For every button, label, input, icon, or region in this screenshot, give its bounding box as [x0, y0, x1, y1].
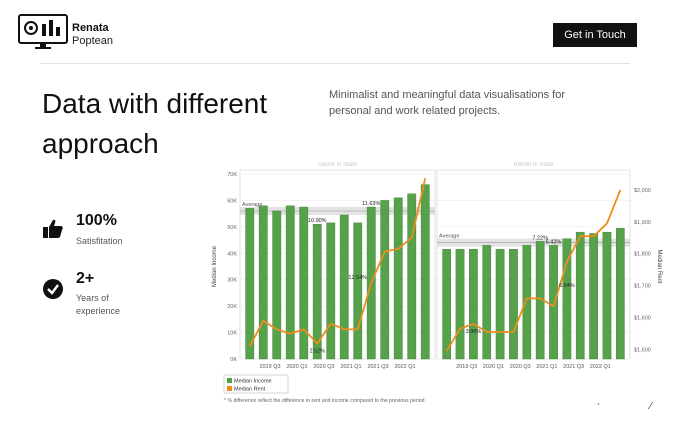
income-bar	[326, 222, 336, 360]
percent-change-label: 3.96%	[466, 329, 482, 335]
rent-line	[248, 178, 427, 347]
percent-change-label: 10.90%	[308, 218, 327, 224]
hero-title: Data with different approach	[42, 88, 268, 159]
income-bar	[258, 205, 268, 360]
chart-title-0: Sector in State	[318, 162, 358, 168]
legend-swatch-income	[227, 378, 232, 383]
legend-label-income: Median Income	[234, 379, 272, 385]
x-tick-label: 2022 Q1	[590, 364, 611, 370]
income-bar	[602, 231, 612, 360]
legend-swatch-rent	[227, 386, 232, 391]
percent-change-label: 6.42%	[546, 239, 562, 245]
income-bar	[272, 210, 282, 360]
x-tick-label: 2020 Q1	[483, 364, 504, 370]
stat-experience-value: 2+	[76, 270, 95, 287]
income-bar	[353, 222, 363, 360]
x-tick-label: 2019 Q3	[456, 364, 477, 370]
stat-experience-label: Years of experience	[76, 293, 121, 316]
x-tick-label: 2019 Q3	[259, 364, 280, 370]
percent-change-label: 7.22%	[532, 235, 548, 241]
chart-footnote: * % difference reflect the difference in…	[224, 398, 425, 404]
x-tick-label: 2021 Q3	[563, 364, 584, 370]
percent-change-label: 2.52%	[309, 348, 325, 354]
legend-box	[223, 374, 289, 394]
income-bar	[299, 206, 309, 360]
income-bar	[482, 245, 492, 360]
legend-label-rent: Median Rent	[234, 387, 266, 393]
expand-icon: ⁄	[650, 401, 652, 412]
y-tick-label: 70K	[227, 172, 237, 178]
x-tick-label: 2020 Q3	[313, 364, 334, 370]
rent-line	[445, 189, 622, 352]
hero-description: Minimalist and meaningful data visualisa…	[329, 89, 566, 117]
income-bar	[549, 245, 558, 360]
y-right-tick-label: $1,800	[634, 252, 651, 258]
brand-name: Renata	[72, 22, 109, 34]
average-label: Average	[439, 234, 459, 240]
y-right-tick-label: $1,500	[634, 347, 651, 353]
y-axis-label-right: Median Rent	[656, 249, 662, 283]
x-tick-label: 2021 Q1	[536, 364, 557, 370]
x-tick-label: 2022 Q1	[394, 364, 415, 370]
percent-change-label: 12.54%	[348, 275, 367, 281]
income-bar	[522, 245, 532, 360]
y-tick-label: 30K	[227, 278, 237, 284]
income-bar	[407, 193, 417, 360]
x-tick-label: 2020 Q3	[510, 364, 531, 370]
brand-subtitle: Poptean	[72, 35, 113, 47]
income-bar	[339, 214, 349, 360]
percent-change-label: 6.94%	[559, 283, 575, 289]
check-circle-icon	[43, 279, 63, 299]
chart-frame-0	[239, 169, 436, 360]
income-bar	[562, 238, 572, 360]
y-right-tick-label: $1,700	[634, 284, 651, 290]
income-bar	[589, 233, 598, 360]
stat-satisfaction-value: 100%	[76, 212, 117, 229]
y-tick-label: 10K	[227, 331, 237, 337]
y-tick-label: 40K	[227, 251, 237, 257]
income-bar	[285, 205, 295, 360]
chart-title-1: Renter in State	[513, 162, 554, 168]
income-bar	[495, 249, 505, 360]
get-in-touch-button[interactable]: Get in Touch	[553, 23, 637, 47]
x-tick-label: 2021 Q1	[340, 364, 361, 370]
x-tick-label: 2020 Q1	[286, 364, 307, 370]
percent-change-label: 11.63%	[362, 201, 380, 207]
thumbs-up-icon	[43, 219, 63, 238]
income-bar	[380, 200, 390, 360]
income-bar	[509, 249, 518, 360]
income-bar	[469, 249, 478, 360]
income-bar	[393, 197, 403, 360]
income-bar	[455, 249, 465, 360]
x-tick-label: 2021 Q3	[367, 364, 388, 370]
y-right-tick-label: $2,000	[634, 188, 651, 194]
y-right-tick-label: $1,900	[634, 220, 651, 226]
dashboard-logo-icon[interactable]	[18, 14, 68, 50]
average-label: Average	[242, 202, 262, 208]
income-rent-dashboard-chart: Sector in State 0K 10K 20K 30K 40K 50K 60K 70K Me…	[212, 162, 662, 404]
y-tick-label: 60K	[227, 198, 237, 204]
income-bar	[615, 227, 625, 360]
income-bar	[420, 184, 430, 360]
income-bar	[245, 208, 255, 360]
resize-icon: ˋ	[597, 403, 601, 414]
y-tick-label: 0K	[230, 357, 237, 363]
y-right-tick-label: $1,600	[634, 316, 651, 322]
y-axis-label-left: Median Income	[212, 245, 218, 287]
y-tick-label: 20K	[227, 304, 237, 310]
stat-satisfaction-label: Satisfitation	[76, 236, 123, 246]
income-bar	[575, 231, 585, 360]
income-bar	[442, 249, 452, 360]
header-divider	[40, 63, 630, 64]
y-tick-label: 50K	[227, 225, 237, 231]
income-bar	[312, 224, 322, 360]
